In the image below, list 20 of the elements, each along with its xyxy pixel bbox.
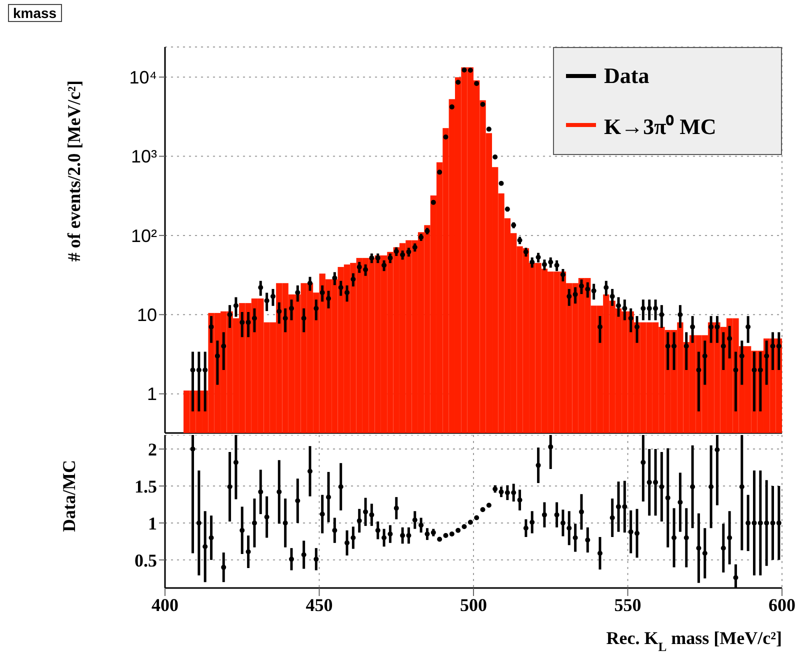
y-axis-title: # of events/2.0 [MeV/c²] — [64, 80, 84, 262]
y-tick-label: 10² — [130, 226, 158, 246]
y-tick-label: 10⁴ — [129, 67, 157, 88]
y-tick-label: 10³ — [130, 146, 158, 167]
x-tick-label: 400 — [152, 594, 178, 615]
y-tick-label: 0.5 — [134, 550, 157, 570]
x-tick-label: 550 — [614, 594, 642, 615]
y-tick-label: 1 — [146, 384, 157, 404]
y-tick-label: 2 — [148, 439, 157, 460]
x-tick-label: 450 — [306, 594, 333, 615]
y-tick-label: 1.5 — [134, 476, 157, 496]
y-tick-label: 10 — [136, 305, 157, 326]
x-tick-label: 600 — [768, 594, 796, 615]
legend-label: Data — [604, 62, 650, 88]
x-axis-title: Rec. K$_{L}$ mass [MeV/c²] — [606, 628, 782, 652]
legend-label: K→3π⁰ MC — [604, 112, 716, 140]
y-tick-label: 1 — [148, 513, 157, 534]
x-tick-label: 500 — [460, 594, 487, 615]
y-axis-title: Data/MC — [59, 460, 79, 532]
text: kmass — [8, 4, 62, 22]
